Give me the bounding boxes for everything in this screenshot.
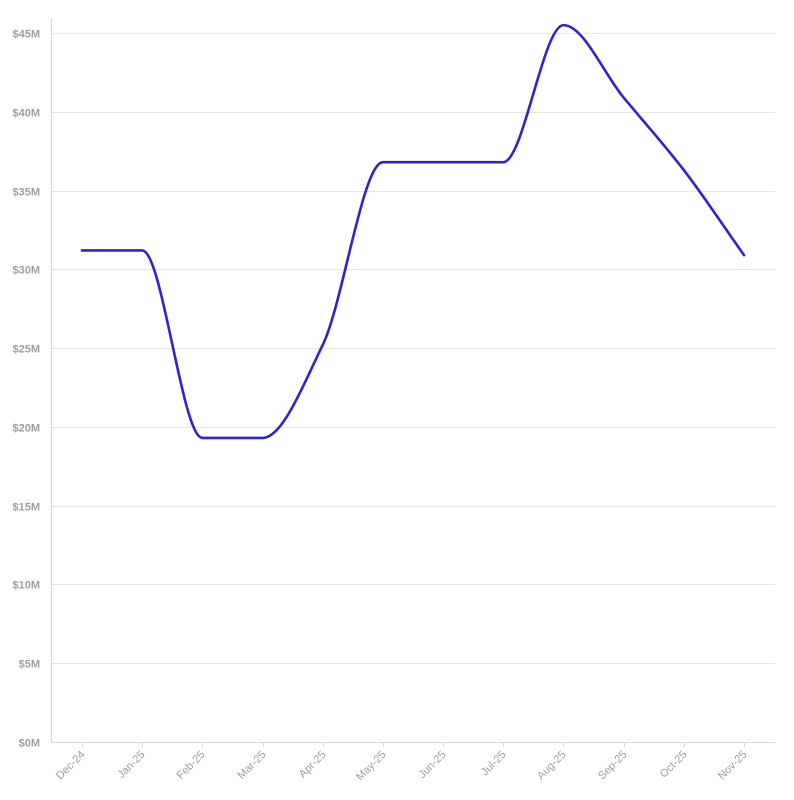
x-tick-label: Mar-25 xyxy=(235,749,268,782)
x-tick-label: Aug-25 xyxy=(535,749,569,783)
data-point xyxy=(439,158,447,166)
data-point xyxy=(740,251,748,259)
x-tick-label: Feb-25 xyxy=(174,749,207,782)
data-point xyxy=(620,94,628,102)
data-point xyxy=(559,21,567,29)
y-tick-label: $20M xyxy=(12,423,40,435)
y-tick-label: $10M xyxy=(12,580,40,592)
x-tick-label: Jan-25 xyxy=(115,749,147,781)
data-point xyxy=(379,158,387,166)
data-point xyxy=(259,434,267,442)
x-tick-label: Dec-24 xyxy=(54,749,88,783)
y-tick-label: $5M xyxy=(19,659,40,671)
x-tick-label: Oct-25 xyxy=(658,749,690,781)
y-tick-label: $0M xyxy=(19,738,40,750)
y-tick-label: $15M xyxy=(12,502,40,514)
y-axis-tick-labels: $0M $5M $10M $15M $20M $25M $30M $35M $40M $45M xyxy=(12,29,40,750)
grid-layer xyxy=(51,33,775,664)
data-point xyxy=(680,166,688,174)
y-tick-label: $45M xyxy=(12,29,40,41)
x-tick-label: Apr-25 xyxy=(297,749,329,781)
x-tick-label: Jun-25 xyxy=(416,749,448,781)
x-tick-label: Nov-25 xyxy=(716,749,750,783)
data-point xyxy=(78,246,86,254)
x-tick-label: Jul-25 xyxy=(479,749,509,779)
axis-layer xyxy=(51,18,775,747)
x-axis-tick-labels: Dec-24 Jan-25 Feb-25 Mar-25 Apr-25 May-25 Jun-… xyxy=(54,749,750,783)
x-tick-label: Sep-25 xyxy=(596,749,630,783)
data-point xyxy=(138,246,146,254)
data-point xyxy=(198,434,206,442)
x-tick-label: May-25 xyxy=(354,749,388,783)
series-line xyxy=(80,23,746,440)
data-point xyxy=(499,158,507,166)
data-point xyxy=(319,341,327,349)
y-tick-label: $40M xyxy=(12,108,40,120)
series-layer xyxy=(78,21,748,442)
y-tick-label: $25M xyxy=(12,344,40,356)
y-tick-label: $35M xyxy=(12,187,40,199)
y-tick-label: $30M xyxy=(12,265,40,277)
